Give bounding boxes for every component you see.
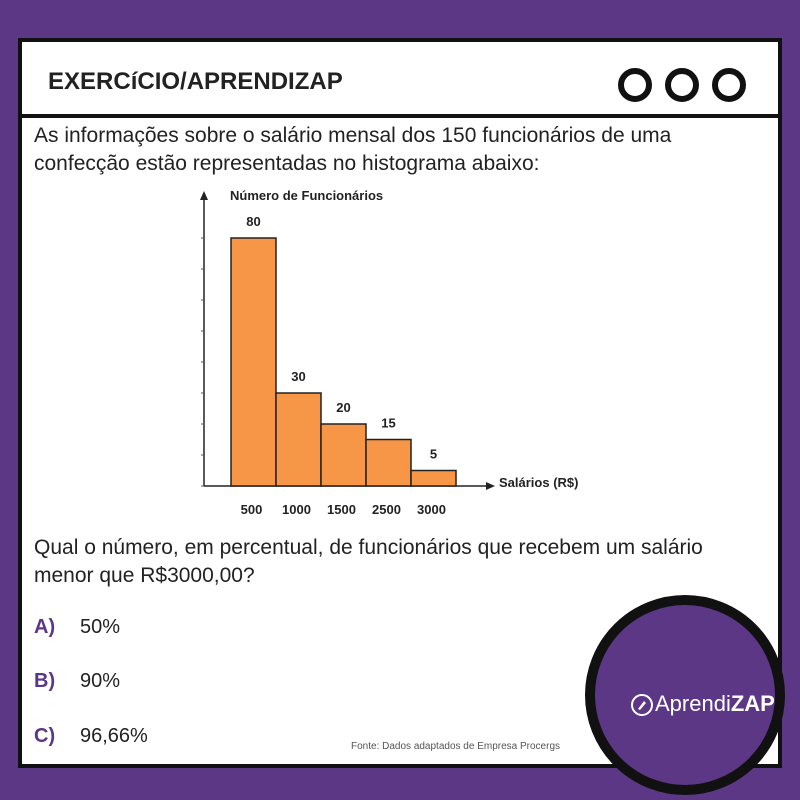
intro-text: As informações sobre o salário mensal do… bbox=[34, 124, 672, 175]
window-dot bbox=[665, 68, 699, 102]
window-dot bbox=[618, 68, 652, 102]
bar bbox=[365, 438, 412, 487]
option[interactable]: B) 90% bbox=[34, 670, 120, 693]
histogram: Número de Funcionários Salários (R$) 80 500… bbox=[200, 188, 578, 517]
option[interactable]: A) 50% bbox=[34, 616, 120, 639]
bar bbox=[320, 423, 367, 487]
option[interactable]: C) 96,66% bbox=[34, 725, 148, 748]
x-tick-label: 1500 bbox=[327, 502, 356, 517]
option-text: 96,66% bbox=[80, 725, 148, 747]
option-text: 90% bbox=[80, 670, 121, 692]
y-axis-label: Número de Funcionários bbox=[230, 188, 383, 203]
y-axis-arrow bbox=[200, 191, 208, 200]
option-letter: C) bbox=[34, 725, 56, 747]
window-dot bbox=[712, 68, 746, 102]
x-tick-label: 1000 bbox=[282, 502, 311, 517]
value-label: 30 bbox=[291, 369, 305, 384]
option-letter: B) bbox=[34, 670, 56, 692]
source-note: Fonte: Dados adaptados de Empresa Procer… bbox=[351, 741, 561, 752]
option-text: 50% bbox=[80, 616, 121, 638]
brand-bold: ZAP bbox=[730, 691, 775, 716]
brand-name: Aprendi bbox=[655, 691, 731, 716]
bar bbox=[410, 469, 457, 487]
header: EXERCíCIO/APRENDIZAP bbox=[22, 42, 778, 118]
bar bbox=[230, 237, 277, 487]
x-tick-label: 500 bbox=[241, 502, 263, 517]
value-label: 5 bbox=[430, 447, 437, 462]
brand-badge: AprendiZAP bbox=[585, 595, 785, 795]
card: EXERCíCIO/APRENDIZAP bbox=[18, 38, 782, 768]
x-tick-label: 3000 bbox=[417, 502, 446, 517]
option-letter: A) bbox=[34, 616, 56, 638]
question-text: Qual o número, em percentual, de funcion… bbox=[34, 536, 703, 587]
logo-icon bbox=[631, 694, 653, 717]
x-tick-label: 2500 bbox=[372, 502, 401, 517]
x-axis-label: Salários (R$) bbox=[499, 475, 578, 490]
header-title: EXERCíCIO/APRENDIZAP bbox=[48, 68, 343, 95]
bar bbox=[275, 392, 322, 487]
value-label: 15 bbox=[381, 416, 395, 431]
brand-logo: AprendiZAP bbox=[629, 691, 775, 718]
x-axis-arrow bbox=[486, 482, 495, 490]
value-label: 20 bbox=[336, 400, 350, 415]
value-label: 80 bbox=[246, 214, 260, 229]
